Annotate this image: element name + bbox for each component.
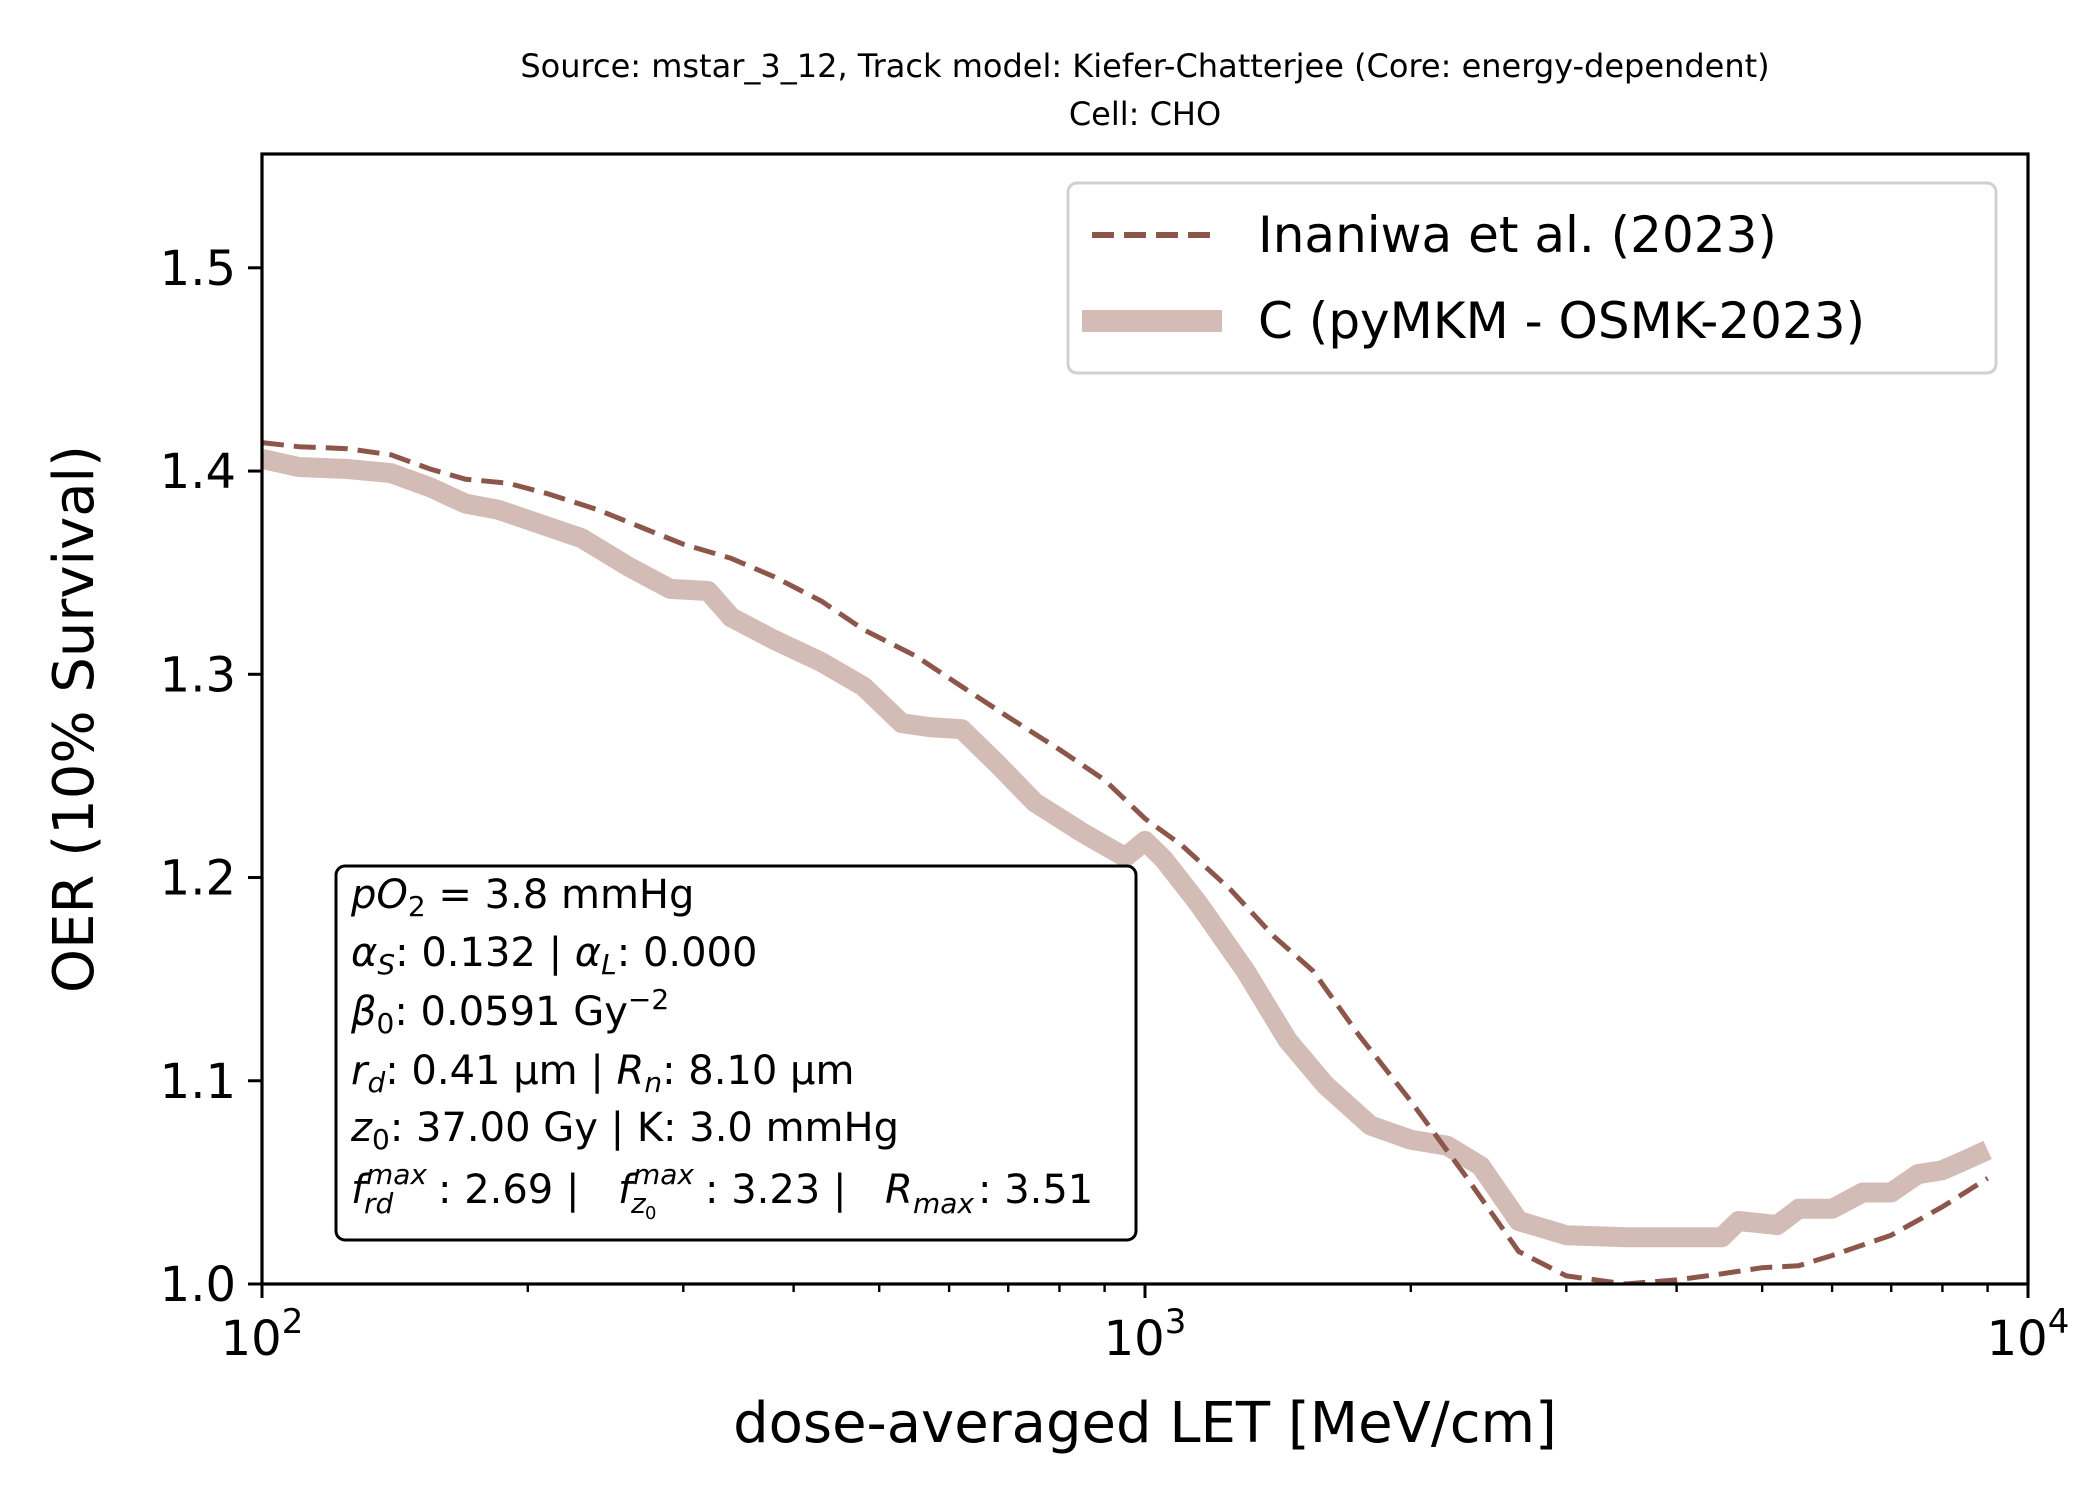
- svg-text:: 2.69 |: : 2.69 |: [438, 1167, 579, 1213]
- x-tick-label: 103: [1104, 1302, 1187, 1367]
- plot-frame: [260, 152, 2030, 1286]
- svg-text:max: max: [913, 1187, 974, 1220]
- series-line-inaniwa: [262, 440, 1989, 1284]
- chart-title: Source: mstar_3_12, Track model: Kiefer-…: [520, 47, 1769, 85]
- legend-label-inaniwa: Inaniwa et al. (2023): [1258, 206, 1777, 264]
- parameter-info-box: pO2 = 3.8 mmHg αS: 0.132 | αL: 0.000 β0:…: [334, 864, 1138, 1242]
- x-axis-ticks: 102 103 104: [221, 1284, 2070, 1367]
- legend: Inaniwa et al. (2023) C (pyMKM - OSMK-20…: [1066, 181, 1998, 375]
- svg-text:: 3.23 |: : 3.23 |: [705, 1167, 846, 1213]
- info-radii: rd: 0.41 µm | Rn: 8.10 µm: [351, 1048, 854, 1099]
- svg-text:0: 0: [645, 1203, 656, 1224]
- info-alpha: αS: 0.132 | αL: 0.000: [351, 930, 757, 981]
- legend-label-pymkm: C (pyMKM - OSMK-2023): [1258, 292, 1865, 350]
- y-tick-label: 1.3: [160, 647, 236, 703]
- info-fmax: f max rd : 2.69 | f max z 0 : 3.23 | R m…: [351, 1158, 1093, 1224]
- x-tick-label: 104: [1987, 1302, 2070, 1367]
- series-line-pymkm: [262, 449, 1992, 1248]
- svg-text:z: z: [630, 1187, 647, 1220]
- chart-subtitle: Cell: CHO: [1069, 95, 1221, 133]
- y-tick-label: 1.5: [160, 241, 236, 297]
- svg-text:R: R: [885, 1167, 913, 1213]
- y-tick-label: 1.1: [160, 1054, 236, 1110]
- svg-text:max: max: [366, 1158, 427, 1191]
- info-z0: z0: 37.00 Gy | K: 3.0 mmHg: [350, 1105, 899, 1156]
- svg-text:max: max: [633, 1158, 694, 1191]
- y-axis-ticks: 1.0 1.1 1.2 1.3 1.4 1.5: [160, 241, 262, 1313]
- info-beta: β0: 0.0591 Gy−2: [350, 983, 669, 1040]
- info-po2: pO2 = 3.8 mmHg: [350, 872, 694, 923]
- legend-box: [1066, 181, 1998, 375]
- info-box-frame: [334, 864, 1138, 1242]
- y-tick-label: 1.2: [160, 851, 236, 907]
- x-axis-label: dose-averaged LET [MeV/cm]: [733, 1391, 1557, 1456]
- y-tick-label: 1.4: [160, 444, 236, 500]
- series-group: [262, 440, 1992, 1284]
- y-tick-label: 1.0: [160, 1257, 236, 1313]
- y-axis-label: OER (10% Survival): [42, 445, 107, 993]
- svg-text:: 3.51: : 3.51: [978, 1167, 1093, 1213]
- x-tick-label: 102: [221, 1302, 304, 1367]
- svg-text:rd: rd: [364, 1187, 394, 1220]
